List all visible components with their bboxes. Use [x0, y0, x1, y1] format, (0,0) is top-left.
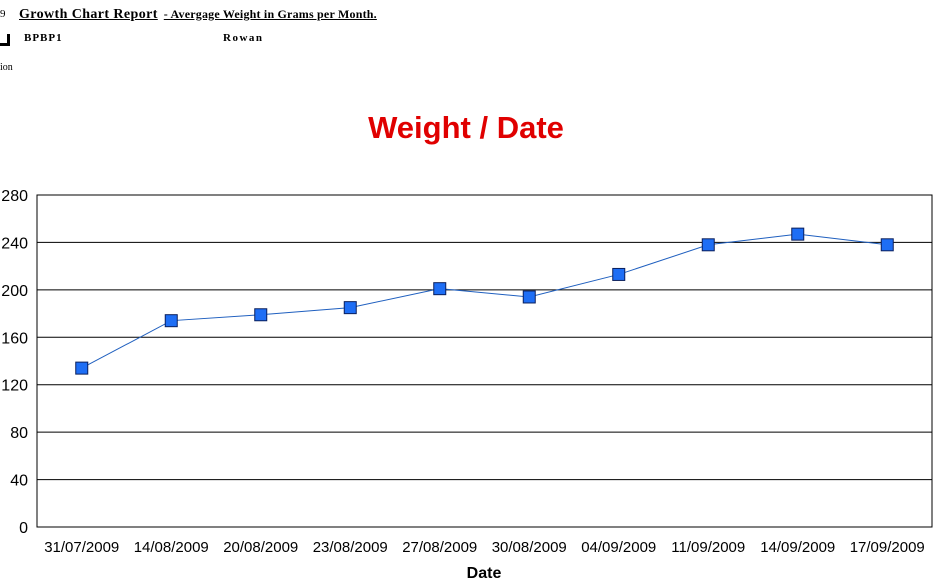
data-point [164, 314, 178, 328]
data-point [254, 308, 268, 322]
x-tick-label: 31/07/2009 [44, 539, 119, 556]
data-point [701, 238, 715, 252]
x-tick-label: 27/08/2009 [402, 539, 477, 556]
plot-area [36, 194, 933, 528]
x-tick-label: 11/09/2009 [671, 539, 745, 556]
x-tick-label: 04/09/2009 [581, 539, 656, 556]
y-tick-label: 280 [1, 188, 28, 205]
data-point [880, 238, 894, 252]
corner-mark [0, 34, 10, 46]
data-point [522, 290, 536, 304]
x-tick-label: 17/09/2009 [850, 539, 925, 556]
x-axis-ticks: 31/07/2009 14/08/2009 20/08/2009 23/08/2009… [44, 539, 925, 556]
x-tick-label: 30/08/2009 [492, 539, 567, 556]
gridlines [37, 241, 932, 481]
series-weight [75, 227, 894, 375]
y-tick-label: 200 [1, 283, 28, 300]
report-code: BPBP1 [24, 32, 63, 44]
y-axis-ticks: 0 40 80 120 160 200 240 280 [1, 188, 28, 537]
series-line [81, 233, 888, 369]
data-point [612, 267, 626, 281]
data-point [433, 282, 447, 296]
data-point [343, 301, 357, 315]
x-tick-label: 20/08/2009 [223, 539, 298, 556]
report-page-fragment: 9 [0, 8, 6, 20]
report-side-fragment: ion [0, 62, 13, 73]
y-tick-label: 160 [1, 330, 28, 347]
data-point [75, 361, 89, 375]
y-tick-label: 0 [19, 520, 28, 537]
y-tick-label: 80 [10, 425, 28, 442]
y-tick-label: 40 [10, 473, 28, 490]
x-tick-label: 14/09/2009 [760, 539, 835, 556]
chart-title: Weight / Date [368, 110, 564, 145]
y-tick-label: 240 [1, 235, 28, 252]
x-tick-label: 14/08/2009 [134, 539, 209, 556]
y-tick-label: 120 [1, 378, 28, 395]
x-axis-label: Date [467, 565, 502, 579]
report-title-text: Growth Chart Report [19, 7, 158, 22]
report-title: Growth Chart Report - Avergage Weight in … [19, 7, 377, 23]
x-tick-label: 23/08/2009 [313, 539, 388, 556]
report-name: Rowan [223, 32, 264, 44]
report-subtitle: - Avergage Weight in Grams per Month. [163, 7, 377, 21]
data-point [791, 227, 805, 241]
